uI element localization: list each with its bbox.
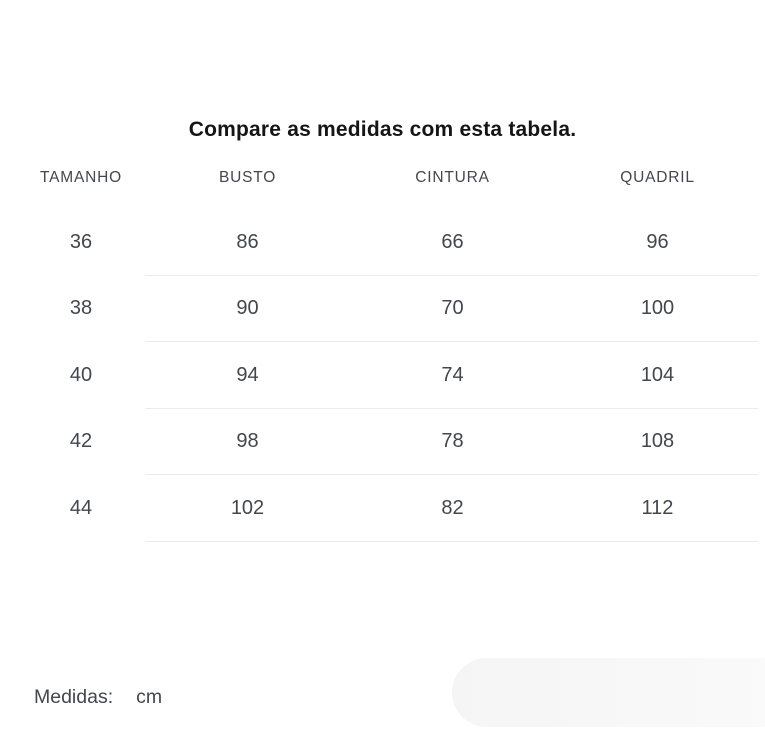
size-chart-title: Compare as medidas com esta tabela. — [188, 118, 577, 141]
cell-busto: 90 — [236, 297, 259, 320]
cell-busto: 86 — [236, 230, 259, 253]
table-row: 38 90 70 100 — [0, 276, 760, 343]
cell-busto: 94 — [236, 363, 259, 386]
cell-cintura: 74 — [441, 363, 464, 386]
cell-quadril: 100 — [640, 297, 675, 320]
cell-busto: 102 — [230, 496, 265, 519]
cell-tamanho: 38 — [69, 297, 93, 320]
cell-cintura: 82 — [441, 496, 464, 519]
column-header-quadril: QUADRIL — [620, 169, 695, 186]
cell-quadril: 96 — [646, 230, 669, 253]
table-header-row: TAMANHO BUSTO CINTURA QUADRIL — [0, 158, 760, 198]
table-row: 44 102 82 112 — [0, 475, 760, 542]
table-row: 42 98 78 108 — [0, 409, 760, 476]
cell-quadril: 104 — [640, 363, 675, 386]
unit-value: cm — [136, 686, 163, 708]
table-row: 36 86 66 96 — [0, 209, 760, 276]
cell-cintura: 66 — [441, 230, 464, 253]
cell-cintura: 70 — [441, 297, 464, 320]
cell-tamanho: 44 — [69, 496, 93, 519]
column-header-busto: BUSTO — [218, 169, 277, 186]
cell-cintura: 78 — [441, 430, 464, 453]
cell-quadril: 108 — [640, 430, 675, 453]
cell-quadril: 112 — [641, 496, 674, 519]
cell-tamanho: 36 — [69, 230, 93, 253]
size-table: TAMANHO BUSTO CINTURA QUADRIL 36 86 66 9… — [0, 158, 765, 542]
column-header-cintura: CINTURA — [415, 169, 490, 186]
medidas-label: Medidas: — [34, 686, 114, 708]
cell-tamanho: 42 — [69, 430, 93, 453]
table-row: 40 94 74 104 — [0, 342, 760, 409]
column-header-tamanho: TAMANHO — [40, 169, 122, 186]
measurement-unit-row: Medidas: cm — [34, 686, 162, 709]
cell-tamanho: 40 — [69, 363, 93, 386]
placeholder-pill — [452, 658, 765, 727]
cell-busto: 98 — [236, 430, 259, 453]
